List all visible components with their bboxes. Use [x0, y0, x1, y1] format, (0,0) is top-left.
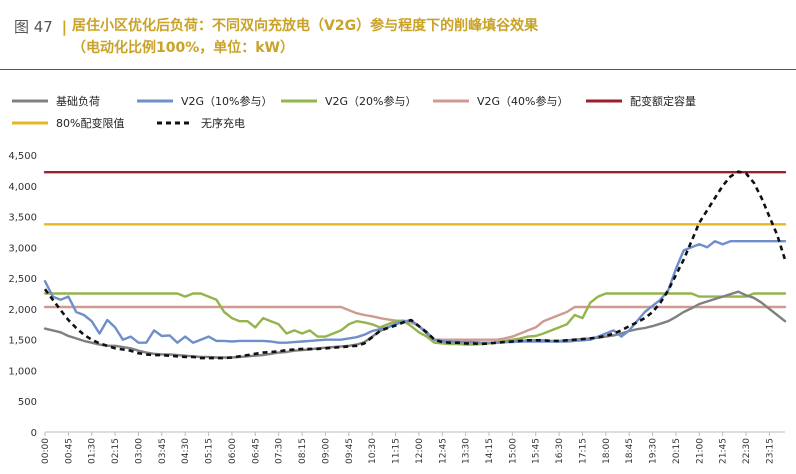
title-divider — [0, 69, 796, 70]
x-tick-label: 09:45 — [345, 438, 355, 464]
x-tick-label: 16:30 — [555, 438, 565, 464]
figure-label: 图 47 | — [14, 16, 67, 37]
legend-label-2: V2G（20%参与） — [325, 94, 417, 108]
y-tick-label: 1,500 — [8, 336, 37, 347]
legend-label-3: V2G（40%参与） — [477, 94, 569, 108]
y-tick-label: 3,500 — [8, 213, 37, 224]
y-tick-label: 4,000 — [8, 182, 37, 193]
x-tick-label: 07:30 — [275, 438, 285, 464]
x-tick-label: 15:45 — [532, 438, 542, 464]
x-tick-label: 09:00 — [321, 438, 331, 464]
x-tick-label: 08:15 — [298, 438, 308, 464]
x-tick-label: 18:45 — [625, 438, 635, 464]
series-line-2 — [43, 292, 787, 346]
x-tick-label: 15:00 — [508, 438, 518, 464]
legend-label-4: 配变额定容量 — [630, 94, 696, 108]
x-tick-label: 03:00 — [134, 438, 144, 464]
figure-title-line2: （电动化比例100%，单位：kW） — [72, 40, 295, 56]
x-tick-label: 00:45 — [64, 438, 74, 464]
x-tick-label: 22:30 — [742, 438, 752, 464]
x-tick-label: 05:15 — [205, 438, 215, 464]
x-tick-label: 06:45 — [251, 438, 261, 464]
x-tick-label: 14:15 — [485, 438, 495, 464]
y-tick-label: 4,500 — [8, 151, 37, 162]
y-tick-label: 2,000 — [8, 305, 37, 316]
y-tick-label: 2,500 — [8, 274, 37, 285]
x-tick-label: 19:30 — [649, 438, 659, 464]
x-tick-label: 20:15 — [672, 438, 682, 464]
x-tick-label: 10:30 — [368, 438, 378, 464]
x-tick-label: 13:30 — [462, 438, 472, 464]
legend-label-6: 无序充电 — [201, 116, 245, 130]
figure-title: 居住小区优化后负荷：不同双向充放电（V2G）参与程度下的削峰填谷效果 （电动化比… — [72, 15, 538, 59]
figure-separator: | — [61, 18, 68, 36]
x-tick-label: 21:00 — [695, 438, 705, 464]
legend-label-0: 基础负荷 — [56, 94, 100, 108]
x-tick-label: 21:45 — [719, 438, 729, 464]
y-tick-label: 3,000 — [8, 243, 37, 254]
figure-number: 图 47 — [14, 18, 53, 36]
x-tick-label: 18:00 — [602, 438, 612, 464]
x-tick-label: 03:45 — [158, 438, 168, 464]
x-tick-label: 23:15 — [765, 438, 775, 464]
x-tick-label: 02:15 — [111, 438, 121, 464]
x-tick-label: 00:00 — [41, 438, 51, 464]
legend: 基础负荷 V2G（10%参与） V2G（20%参与） V2G（40%参与） 配变额定容量… — [12, 94, 696, 130]
series-line-1 — [43, 239, 787, 344]
axes: 0 500 1,000 1,500 2,000 2,500 3,000 3,500 4,000 4… — [8, 151, 785, 464]
series-line-6 — [43, 170, 787, 360]
legend-label-1: V2G（10%参与） — [181, 94, 273, 108]
x-tick-label: 04:30 — [181, 438, 191, 464]
figure-title-line1: 居住小区优化后负荷：不同双向充放电（V2G）参与程度下的削峰填谷效果 — [72, 18, 539, 34]
legend-label-5: 80%配变限值 — [56, 116, 124, 130]
y-tick-label: 1,000 — [8, 366, 37, 377]
x-tick-label: 12:00 — [415, 438, 425, 464]
x-tick-label: 01:30 — [88, 438, 98, 464]
x-tick-label: 17:15 — [578, 438, 588, 464]
x-tick-label: 12:45 — [438, 438, 448, 464]
x-tick-label: 11:15 — [392, 438, 402, 464]
y-tick-label: 0 — [31, 428, 37, 439]
x-tick-label: 06:00 — [228, 438, 238, 464]
y-tick-label: 500 — [18, 397, 37, 408]
series-group — [43, 170, 787, 360]
